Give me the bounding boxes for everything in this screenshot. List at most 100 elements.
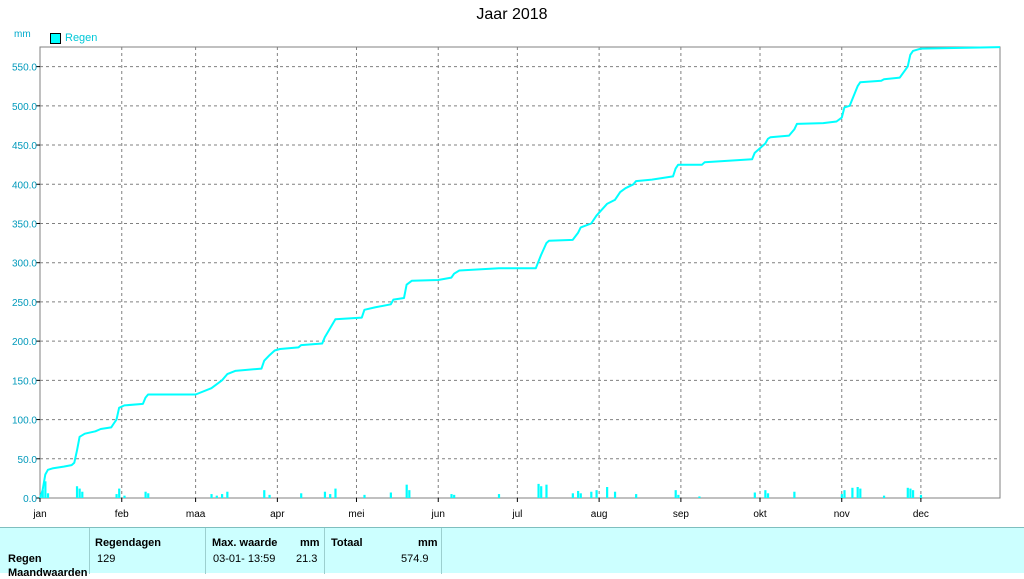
daily-rain-bar xyxy=(911,490,915,498)
daily-rain-bar xyxy=(144,491,147,498)
daily-rain-bar xyxy=(115,494,118,498)
daily-rain-bar xyxy=(226,491,229,498)
y-tick-label: 400.0 xyxy=(12,180,37,191)
x-tick-label: nov xyxy=(834,509,850,520)
daily-rain-bar xyxy=(577,490,580,498)
x-tick-label: dec xyxy=(913,509,929,520)
daily-rain-bar xyxy=(215,495,218,498)
value-max-datetime: 03-01- 13:59 xyxy=(213,553,276,565)
daily-rain-bar xyxy=(123,495,126,498)
daily-rain-bar xyxy=(766,493,770,498)
daily-rain-bar xyxy=(859,488,862,498)
x-tick-label: jun xyxy=(431,509,445,520)
daily-rain-bar xyxy=(843,490,846,498)
y-axis-ticks: 0.0 50.0 100.0 150.0 200.0 250.0 300.0 350.0 400… xyxy=(12,63,40,505)
x-tick-label: jul xyxy=(511,509,522,520)
daily-rain-bar xyxy=(537,483,540,498)
value-max: 21.3 xyxy=(296,553,318,565)
cumulative-rain-line xyxy=(39,46,1001,499)
x-tick-label: aug xyxy=(591,509,608,520)
x-tick-label: maa xyxy=(186,509,206,520)
daily-rain-bar xyxy=(41,490,44,498)
x-tick-label: sep xyxy=(673,509,690,520)
y-unit-label: mm xyxy=(14,29,31,40)
y-tick-label: 500.0 xyxy=(12,102,37,113)
daily-rain-bar xyxy=(540,486,543,498)
rain-chart: 0.0 50.0 100.0 150.0 200.0 250.0 300.0 350.0 400… xyxy=(12,46,1001,520)
y-tick-label: 100.0 xyxy=(12,416,37,427)
daily-rain-bar xyxy=(147,493,150,498)
stats-panel: Regen Maandwaarden Regendagen 129 Max. w… xyxy=(0,527,1024,579)
legend[interactable]: Regen xyxy=(50,32,97,44)
y-tick-label: 450.0 xyxy=(12,141,37,152)
cumulative-rain-series xyxy=(39,46,1001,499)
x-tick-label: mei xyxy=(348,509,364,520)
daily-rain-bar xyxy=(677,494,680,498)
daily-rain-bar xyxy=(545,484,548,498)
daily-rain-bar xyxy=(906,487,909,498)
daily-rain-bar xyxy=(909,488,912,498)
value-regendagen: 129 xyxy=(97,553,116,565)
daily-rain-bar xyxy=(210,494,213,498)
y-tick-label: 300.0 xyxy=(12,259,37,270)
daily-rain-bar xyxy=(919,494,923,498)
stats-row2-label: Maandwaarden xyxy=(8,567,88,579)
daily-rain-bar xyxy=(674,490,677,498)
daily-rain-bar xyxy=(78,488,81,498)
daily-rain-bars xyxy=(41,481,923,498)
daily-rain-bar xyxy=(590,491,593,498)
daily-rain-bar xyxy=(75,486,79,498)
daily-rain-bar xyxy=(606,487,609,498)
stats-row-label: Regen xyxy=(8,553,42,565)
daily-rain-bar xyxy=(329,494,332,498)
daily-rain-bar xyxy=(46,493,50,498)
daily-rain-bar xyxy=(334,488,337,498)
value-totaal: 574.9 xyxy=(401,553,429,565)
chart-title: Jaar 2018 xyxy=(476,6,548,23)
header-totaal-unit: mm xyxy=(418,537,438,549)
daily-rain-bar xyxy=(856,487,859,498)
header-max-unit: mm xyxy=(300,537,320,549)
y-tick-label: 50.0 xyxy=(18,455,38,466)
daily-rain-bar xyxy=(635,494,638,498)
y-tick-label: 200.0 xyxy=(12,337,37,348)
header-max-waarde: Max. waarde xyxy=(212,537,278,549)
daily-rain-bar xyxy=(851,487,854,498)
daily-rain-bar xyxy=(220,494,224,498)
y-tick-label: 250.0 xyxy=(12,298,37,309)
y-tick-label: 0.0 xyxy=(23,494,37,505)
header-totaal: Totaal xyxy=(331,537,363,549)
x-tick-label: jan xyxy=(32,509,46,520)
daily-rain-bar xyxy=(450,494,453,498)
daily-rain-bar xyxy=(579,493,582,498)
x-tick-label: apr xyxy=(270,509,285,520)
daily-rain-bar xyxy=(497,494,501,498)
daily-rain-bar xyxy=(753,492,756,498)
x-axis-ticks: jan feb maa apr mei jun jul aug sep okt nov dec xyxy=(32,498,929,520)
daily-rain-bar xyxy=(268,494,271,498)
y-tick-label: 550.0 xyxy=(12,63,37,74)
daily-rain-bar xyxy=(595,490,598,498)
daily-rain-bar xyxy=(389,492,392,498)
daily-rain-bar xyxy=(363,494,366,498)
daily-rain-bar xyxy=(571,493,574,498)
legend-label: Regen xyxy=(65,32,98,44)
daily-rain-bar xyxy=(882,495,886,498)
daily-rain-bar xyxy=(408,490,411,498)
daily-rain-bar xyxy=(840,494,843,498)
daily-rain-bar xyxy=(44,481,47,498)
plot-area xyxy=(39,46,1001,499)
daily-rain-bar xyxy=(263,490,266,498)
daily-rain-bar xyxy=(118,488,121,498)
daily-rain-bar xyxy=(793,491,796,498)
daily-rain-bar xyxy=(405,484,408,498)
legend-swatch xyxy=(50,32,61,44)
daily-rain-bar xyxy=(613,491,617,498)
daily-rain-bar xyxy=(453,494,456,498)
x-tick-label: okt xyxy=(753,509,767,520)
daily-rain-bar xyxy=(764,490,767,498)
daily-rain-bar xyxy=(698,496,701,498)
grid xyxy=(40,47,1000,498)
daily-rain-bar xyxy=(323,491,327,498)
header-regendagen: Regendagen xyxy=(95,537,162,549)
